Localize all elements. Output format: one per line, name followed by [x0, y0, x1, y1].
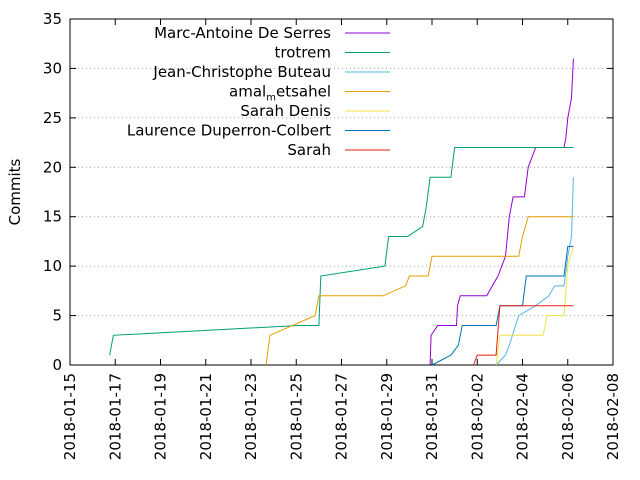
x-tick-label: 2018-02-04: [514, 373, 532, 460]
legend-entry-1: trotrem: [275, 44, 390, 62]
y-tick-label: 35: [43, 10, 62, 28]
series-line-4: [495, 246, 574, 366]
legend-entry-2: Jean-Christophe Buteau: [152, 63, 390, 81]
y-tick-label: 20: [43, 158, 62, 176]
x-tick-label: 2018-02-06: [559, 373, 577, 460]
legend-label: Marc-Antoine De Serres: [154, 24, 331, 42]
legend-entry-6: Sarah: [287, 141, 390, 159]
x-tick-label: 2018-01-29: [378, 373, 396, 460]
series-line-0: [429, 58, 574, 366]
x-tick-label: 2018-02-02: [468, 373, 486, 460]
legend-label: Sarah: [287, 141, 331, 159]
legend-label: Sarah Denis: [240, 102, 331, 120]
y-tick-labels: 0 5 10 15 20 25 30 35: [43, 10, 62, 374]
series-line-3: [265, 216, 574, 366]
x-tick-labels: 2018-01-15 2018-01-17 2018-01-19 2018-01-21…: [61, 373, 622, 460]
y-tick-label: 5: [52, 307, 62, 325]
series: [109, 58, 574, 366]
legend-label: Laurence Duperron-Colbert: [127, 122, 331, 140]
y-tick-label: 15: [43, 208, 62, 226]
x-tick-label: 2018-01-21: [197, 373, 215, 460]
x-tick-label: 2018-01-31: [423, 373, 441, 460]
legend-entry-5: Laurence Duperron-Colbert: [127, 122, 390, 140]
legend-entry-3: amalmetsahel: [229, 83, 390, 104]
y-tick-label: 0: [52, 356, 62, 374]
x-tick-label: 2018-01-19: [152, 373, 170, 460]
grid: [70, 67, 613, 317]
x-tick-label: 2018-01-17: [106, 373, 124, 460]
series-line-6: [473, 305, 574, 366]
legend-label: amalmetsahel: [229, 83, 331, 104]
x-tick-label: 2018-01-23: [242, 373, 260, 460]
legend: Marc-Antoine De Serres trotremJean-Christ…: [127, 24, 390, 159]
x-tick-label: 2018-02-08: [604, 373, 622, 460]
y-tick-label: 30: [43, 59, 62, 77]
legend-entry-0: Marc-Antoine De Serres: [154, 24, 390, 42]
legend-entry-4: Sarah Denis: [240, 102, 390, 120]
series-line-2: [495, 177, 574, 366]
x-tick-label: 2018-01-15: [61, 373, 79, 460]
y-axis-label: Commits: [6, 158, 24, 225]
legend-label: trotrem: [275, 44, 331, 62]
x-tick-label: 2018-01-27: [333, 373, 351, 460]
x-tick-label: 2018-01-25: [287, 373, 305, 460]
y-tick-label: 25: [43, 109, 62, 127]
legend-label: Jean-Christophe Buteau: [152, 63, 331, 81]
ticks: [69, 18, 614, 366]
y-tick-label: 10: [43, 257, 62, 275]
plot-frame: [69, 18, 614, 366]
series-line-1: [109, 147, 574, 356]
